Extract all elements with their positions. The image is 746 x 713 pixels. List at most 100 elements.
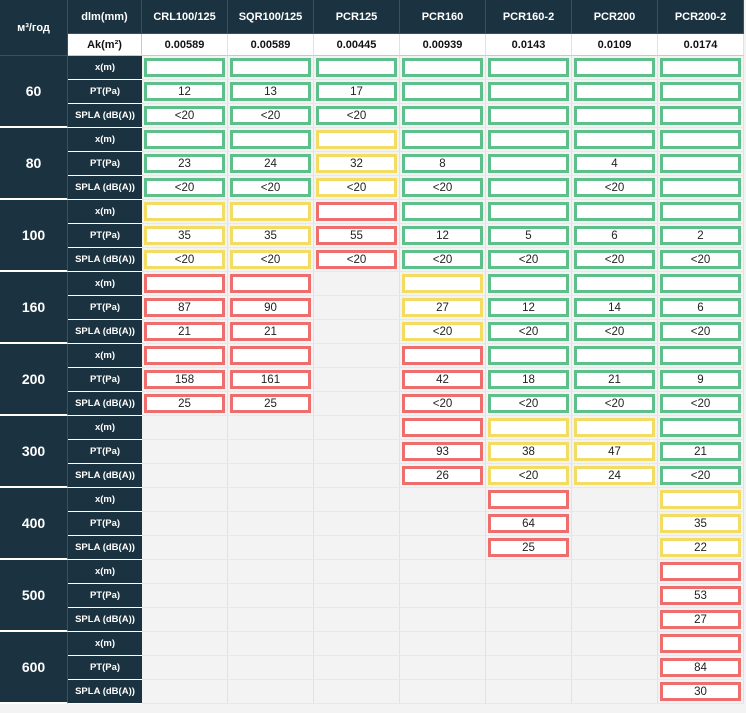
table-cell: 5 — [486, 224, 572, 248]
table-cell — [572, 536, 658, 560]
value-box: <20 — [230, 250, 311, 269]
table-cell: 87 — [142, 296, 228, 320]
value-box — [488, 418, 569, 437]
metric-label: PT(Pa) — [68, 512, 142, 536]
value-box: 2 — [660, 226, 741, 245]
table-cell — [400, 56, 486, 80]
metric-label: x(m) — [68, 272, 142, 296]
table-cell — [142, 344, 228, 368]
table-cell — [486, 608, 572, 632]
table-cell — [228, 416, 314, 440]
value-box: 25 — [488, 538, 569, 557]
value-box — [488, 178, 569, 197]
column-header: SQR 100/125 — [228, 0, 314, 34]
table-cell: <20 — [400, 320, 486, 344]
table-cell — [400, 608, 486, 632]
table-cell — [314, 656, 400, 680]
table-cell: <20 — [572, 176, 658, 200]
value-box: <20 — [144, 106, 225, 125]
value-box: <20 — [488, 394, 569, 413]
table-cell — [658, 128, 744, 152]
table-cell: <20 — [314, 104, 400, 128]
table-cell: <20 — [400, 392, 486, 416]
table-cell: <20 — [486, 248, 572, 272]
value-box: <20 — [660, 466, 741, 485]
table-cell — [400, 536, 486, 560]
table-cell — [314, 200, 400, 224]
table-cell: <20 — [314, 248, 400, 272]
table-cell — [486, 128, 572, 152]
table-cell: 9 — [658, 368, 744, 392]
value-box — [316, 58, 397, 77]
table-cell — [572, 272, 658, 296]
table-cell — [486, 200, 572, 224]
value-box: <20 — [144, 250, 225, 269]
table-cell — [314, 488, 400, 512]
table-cell — [314, 608, 400, 632]
table-cell — [314, 584, 400, 608]
ak-value: 0.00445 — [314, 34, 400, 56]
metric-label: x(m) — [68, 416, 142, 440]
value-box: 24 — [230, 154, 311, 173]
value-box — [660, 634, 741, 653]
value-box: <20 — [660, 394, 741, 413]
value-box: 5 — [488, 226, 569, 245]
table-cell — [228, 656, 314, 680]
table-cell — [400, 488, 486, 512]
table-cell — [314, 560, 400, 584]
table-cell: 25 — [486, 536, 572, 560]
table-cell — [486, 656, 572, 680]
value-box — [660, 562, 741, 581]
value-box — [144, 130, 225, 149]
table-cell: 47 — [572, 440, 658, 464]
table-cell — [400, 584, 486, 608]
table-cell — [142, 584, 228, 608]
metric-label: x(m) — [68, 560, 142, 584]
table-cell — [142, 632, 228, 656]
table-cell — [142, 416, 228, 440]
value-box: 8 — [402, 154, 483, 173]
flow-rate-label: 100 — [0, 200, 68, 272]
value-box: <20 — [230, 106, 311, 125]
table-cell — [400, 80, 486, 104]
table-cell — [486, 152, 572, 176]
table-cell — [228, 512, 314, 536]
table-cell — [228, 608, 314, 632]
table-cell — [486, 416, 572, 440]
table-cell — [400, 512, 486, 536]
table-cell: 21 — [228, 320, 314, 344]
metric-label: SPLA (dB(A)) — [68, 320, 142, 344]
table-cell — [314, 56, 400, 80]
table-cell: <20 — [486, 464, 572, 488]
table-cell: <20 — [486, 392, 572, 416]
column-header-line2: 200 — [616, 10, 636, 23]
table-cell: <20 — [658, 392, 744, 416]
column-header-line2: 160-2 — [526, 10, 555, 23]
value-box — [574, 418, 655, 437]
metric-label: PT(Pa) — [68, 152, 142, 176]
metric-label: PT(Pa) — [68, 584, 142, 608]
table-cell: <20 — [142, 248, 228, 272]
value-box — [574, 130, 655, 149]
table-cell: <20 — [314, 176, 400, 200]
metric-label: x(m) — [68, 344, 142, 368]
table-cell: <20 — [658, 464, 744, 488]
value-box — [488, 130, 569, 149]
value-box — [402, 346, 483, 365]
table-cell: 8 — [400, 152, 486, 176]
table-cell: <20 — [228, 176, 314, 200]
metric-label: SPLA (dB(A)) — [68, 536, 142, 560]
table-cell: 12 — [400, 224, 486, 248]
table-cell — [572, 56, 658, 80]
value-box: 12 — [402, 226, 483, 245]
table-cell — [142, 128, 228, 152]
table-cell — [572, 680, 658, 704]
value-box: <20 — [574, 250, 655, 269]
table-cell — [142, 200, 228, 224]
ak-value: 0.00589 — [228, 34, 314, 56]
value-box: 90 — [230, 298, 311, 317]
value-box — [230, 130, 311, 149]
diameter-header: dlm(mm) — [68, 0, 142, 34]
value-box: 25 — [230, 394, 311, 413]
value-box: 64 — [488, 514, 569, 533]
